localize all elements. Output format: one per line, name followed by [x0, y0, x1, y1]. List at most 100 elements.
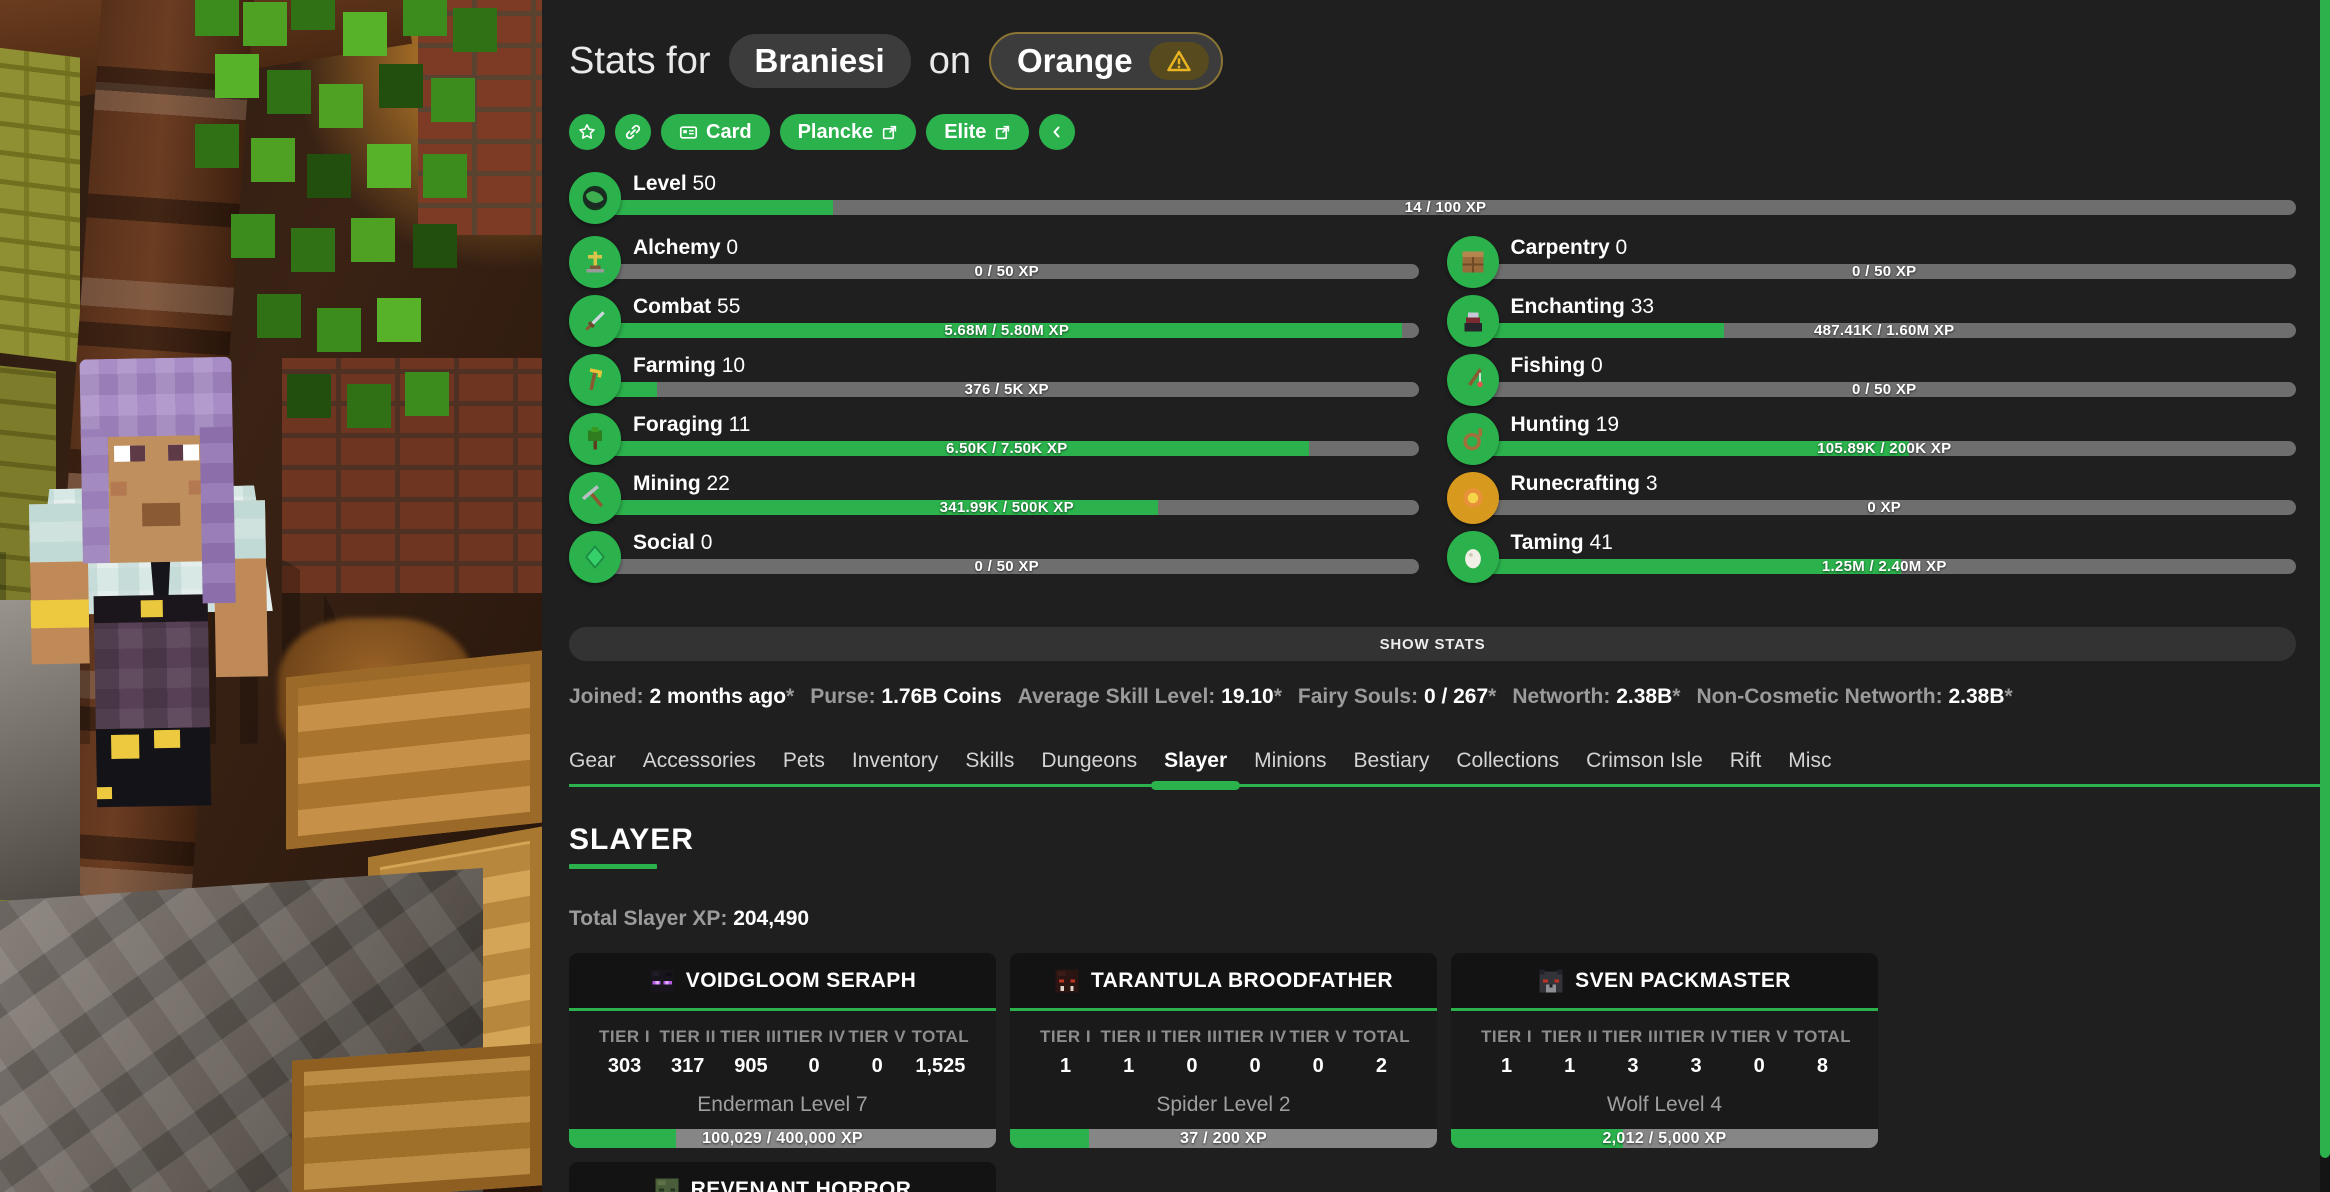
card-button[interactable]: Card — [661, 114, 770, 150]
level-progress-bar: 14 / 100 XP — [595, 200, 2296, 215]
belt-buckle — [140, 600, 163, 618]
skill-progress-bar: 0 / 50 XP — [1472, 264, 2296, 279]
tab-gear[interactable]: Gear — [569, 749, 616, 772]
skill-progress-bar: 0 / 50 XP — [595, 264, 1419, 279]
skill-progress-bar: 1.25M / 2.40M XP — [1472, 559, 2296, 574]
planet-icon — [569, 172, 621, 224]
share-link-icon — [624, 123, 642, 141]
wolf-head-icon — [1538, 968, 1564, 994]
tier-kill-count: 3 — [1690, 1055, 1702, 1077]
character-hair — [79, 356, 233, 438]
tier-kill-count: 1 — [1564, 1055, 1576, 1077]
id-card-icon — [679, 123, 698, 142]
sword-icon — [569, 295, 621, 347]
tier-kill-count: 1,525 — [915, 1055, 966, 1077]
stats-content: Stats for Braniesi on Orange Card — [542, 0, 2320, 1192]
profile-name: Orange — [1017, 42, 1133, 79]
skill-progress-bar: 0 / 50 XP — [1472, 382, 2296, 397]
tab-misc[interactable]: Misc — [1788, 749, 1832, 772]
player-render-panel — [0, 0, 542, 1192]
skill-row-social: Social 0 0 / 50 XP — [569, 531, 1419, 585]
tab-inventory[interactable]: Inventory — [851, 749, 939, 772]
tier-kill-count: 0 — [808, 1055, 820, 1077]
tier-kill-count: 0 — [1186, 1055, 1198, 1077]
brewing-stand-icon — [569, 236, 621, 288]
slayer-card-sven-packmaster: SVEN PACKMASTER TIER I TIER II TIER III … — [1451, 953, 1878, 1148]
scrollbar-thumb[interactable] — [2320, 0, 2330, 1158]
info-non-cosmetic-networth: Non-Cosmetic Networth: 2.38B* — [1696, 685, 2013, 708]
brick-wall-top — [418, 0, 542, 235]
tab-accessories[interactable]: Accessories — [642, 749, 756, 772]
on-text: on — [928, 39, 972, 82]
skill-row-fishing: Fishing 0 0 / 50 XP — [1446, 354, 2296, 408]
star-icon — [578, 123, 596, 141]
tab-skills[interactable]: Skills — [965, 749, 1015, 772]
skill-row-taming: Taming 41 1.25M / 2.40M XP — [1446, 531, 2296, 585]
slayer-mob-level: Enderman Level 7 — [697, 1093, 868, 1116]
tier-kill-count: 8 — [1816, 1055, 1828, 1077]
chevron-left-icon — [1049, 124, 1065, 140]
tab-collections[interactable]: Collections — [1456, 749, 1560, 772]
tab-pets[interactable]: Pets — [782, 749, 825, 772]
wood-trough-1 — [286, 650, 542, 850]
tab-slayer[interactable]: Slayer — [1164, 749, 1228, 772]
profile-switcher-pill[interactable]: Orange — [989, 32, 1223, 90]
share-button[interactable] — [615, 114, 651, 150]
slayer-card-revenant-horror: REVENANT HORROR TIER I TIER II TIER III … — [569, 1162, 996, 1192]
level-xp-text: 14 / 100 XP — [1404, 200, 1487, 215]
pickaxe-icon — [569, 472, 621, 524]
slayer-card-tarantula-broodfather: TARANTULA BROODFATHER TIER I TIER II TIE… — [1010, 953, 1437, 1148]
total-slayer-xp: Total Slayer XP: 204,490 — [569, 907, 810, 930]
slayer-mob-level: Spider Level 2 — [1156, 1093, 1291, 1116]
info-fairy-souls: Fairy Souls: 0 / 267* — [1297, 685, 1497, 708]
tier-kill-count: 0 — [871, 1055, 883, 1077]
lasso-icon — [1446, 413, 1499, 465]
skill-progress-bar: 341.99K / 500K XP — [595, 500, 1419, 515]
section-tabs: Gear Accessories Pets Inventory Skills D… — [569, 749, 2320, 790]
gold-bracelet — [30, 599, 90, 629]
stats-for-text: Stats for — [569, 39, 711, 82]
skill-row-carpentry: Carpentry 0 0 / 50 XP — [1446, 236, 2296, 290]
info-purse: Purse: 1.76B Coins — [810, 685, 1002, 708]
favorite-button[interactable] — [569, 114, 605, 150]
plancke-button[interactable]: Plancke — [779, 114, 917, 150]
character-pants — [94, 621, 210, 730]
tab-dungeons[interactable]: Dungeons — [1041, 749, 1138, 772]
enchanting-table-icon — [1446, 295, 1499, 347]
tier-kill-count: 0 — [1312, 1055, 1324, 1077]
player-name-pill: Braniesi — [728, 34, 911, 88]
info-networth: Networth: 2.38B* — [1512, 685, 1681, 708]
show-stats-button[interactable]: SHOW STATS — [569, 627, 2296, 661]
page-scrollbar — [2320, 0, 2330, 1192]
collapse-button[interactable] — [1039, 114, 1076, 150]
tab-bestiary[interactable]: Bestiary — [1353, 749, 1430, 772]
slayer-card-title: REVENANT HORROR — [690, 1177, 912, 1192]
slayer-mob-level: Wolf Level 4 — [1606, 1093, 1723, 1116]
elite-button[interactable]: Elite — [926, 114, 1030, 150]
skill-row-alchemy: Alchemy 0 0 / 50 XP — [569, 236, 1419, 290]
brick-wall-mid — [282, 358, 542, 593]
stone-path — [0, 868, 483, 1192]
slayer-progress-bar: 2,012 / 5,000 XP — [1451, 1129, 1878, 1148]
tab-crimson-isle[interactable]: Crimson Isle — [1586, 749, 1703, 772]
skill-row-mining: Mining 22 341.99K / 500K XP — [569, 472, 1419, 526]
magma-cream-icon — [1446, 472, 1499, 524]
tab-minions[interactable]: Minions — [1254, 749, 1327, 772]
fishing-rod-icon — [1446, 354, 1499, 406]
slayer-progress-bar: 100,029 / 400,000 XP — [569, 1129, 996, 1148]
external-link-icon — [994, 124, 1011, 141]
slayer-title-underline — [569, 864, 657, 869]
skill-progress-bar: 6.50K / 7.50K XP — [595, 441, 1419, 456]
slayer-section-title: SLAYER — [569, 823, 694, 856]
active-tab-indicator — [1151, 781, 1240, 790]
enderman-head-icon — [649, 968, 675, 994]
tier-kill-count: 0 — [1753, 1055, 1765, 1077]
player-name: Braniesi — [754, 42, 885, 79]
tab-underline — [569, 784, 2320, 787]
page-header: Stats for Braniesi on Orange — [569, 30, 2296, 92]
hoe-icon — [569, 354, 621, 406]
minecraft-character — [26, 308, 305, 818]
warning-triangle-icon — [1148, 42, 1209, 80]
tab-rift[interactable]: Rift — [1729, 749, 1762, 772]
